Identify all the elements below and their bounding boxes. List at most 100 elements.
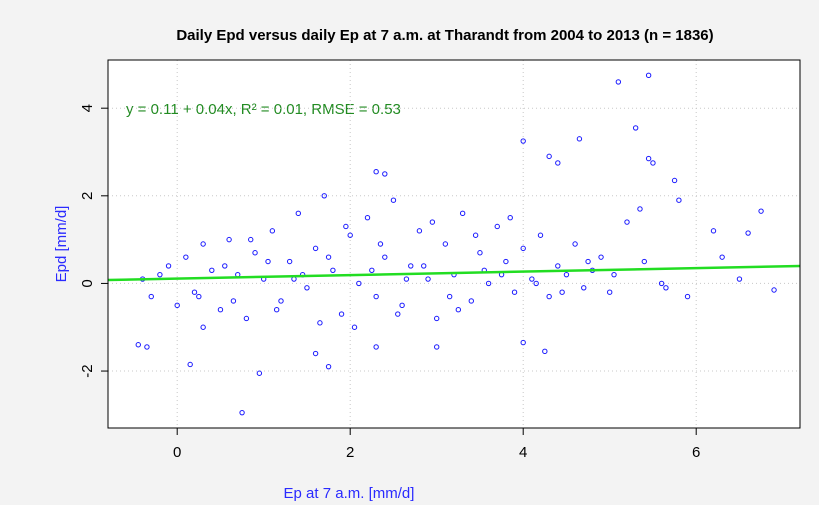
- point: [373, 293, 379, 300]
- point: [347, 232, 353, 238]
- point: [555, 160, 561, 166]
- chart-title: Daily Epd versus daily Ep at 7 a.m. at T…: [176, 27, 713, 44]
- point: [459, 210, 466, 217]
- point: [684, 293, 691, 300]
- point: [641, 258, 647, 265]
- point: [265, 258, 271, 265]
- x-tick-label: 0: [173, 444, 181, 461]
- point: [187, 361, 193, 368]
- point: [209, 267, 215, 273]
- point: [390, 197, 397, 203]
- point: [295, 210, 301, 217]
- point: [758, 208, 764, 214]
- point: [183, 254, 189, 260]
- point: [191, 289, 198, 295]
- point: [494, 223, 500, 230]
- point: [351, 324, 358, 330]
- point: [563, 271, 570, 278]
- point: [658, 280, 665, 287]
- point: [576, 136, 583, 142]
- point: [174, 302, 180, 309]
- point: [645, 72, 652, 79]
- point: [507, 215, 513, 221]
- point: [650, 160, 656, 166]
- point: [745, 230, 751, 236]
- point: [230, 298, 237, 304]
- point: [135, 342, 141, 348]
- point: [546, 153, 552, 160]
- point: [520, 245, 526, 252]
- point: [529, 276, 535, 282]
- point: [196, 293, 202, 300]
- y-tick-label: 4: [79, 104, 96, 112]
- point: [455, 307, 462, 313]
- axis-box: [107, 59, 801, 429]
- point: [429, 219, 436, 225]
- x-axis-label: Ep at 7 a.m. [mm/d]: [284, 485, 415, 502]
- point: [663, 285, 669, 291]
- point: [256, 370, 263, 376]
- fit-line: [107, 264, 801, 282]
- point: [477, 250, 483, 256]
- point: [278, 298, 284, 304]
- point: [533, 280, 539, 287]
- point: [144, 344, 150, 350]
- point: [434, 315, 440, 322]
- point: [325, 254, 332, 260]
- plot-area: [108, 60, 800, 428]
- x-tick-label: 2: [346, 444, 354, 461]
- x-tick-label: 4: [519, 444, 527, 461]
- point: [273, 307, 280, 313]
- point: [598, 254, 604, 260]
- point: [252, 250, 258, 256]
- point: [382, 254, 388, 260]
- point: [615, 79, 622, 85]
- point: [222, 263, 228, 269]
- point: [511, 289, 518, 295]
- point: [330, 267, 336, 273]
- point: [710, 228, 717, 234]
- point: [607, 289, 613, 295]
- point: [546, 293, 552, 300]
- point: [421, 263, 427, 269]
- point: [503, 258, 509, 265]
- point: [317, 320, 323, 326]
- y-axis-label: Epd [mm/d]: [53, 206, 70, 283]
- point: [373, 344, 379, 350]
- point: [165, 263, 172, 269]
- point: [343, 223, 349, 230]
- point: [676, 197, 682, 203]
- point: [611, 271, 617, 278]
- point: [559, 289, 565, 295]
- point: [542, 348, 548, 355]
- point: [572, 241, 578, 247]
- point: [312, 350, 319, 357]
- point: [239, 409, 245, 416]
- x-tick-label: 6: [692, 444, 700, 461]
- point: [425, 276, 431, 282]
- y-tick-label: -2: [79, 364, 96, 377]
- point: [585, 258, 591, 265]
- point: [468, 298, 474, 304]
- point: [364, 215, 371, 221]
- point: [148, 293, 154, 300]
- point: [377, 241, 384, 247]
- point: [399, 302, 405, 309]
- point: [416, 228, 423, 234]
- y-tick-label: 2: [79, 192, 96, 200]
- point: [382, 171, 388, 177]
- point: [408, 263, 414, 269]
- point: [373, 169, 379, 175]
- point: [217, 307, 224, 313]
- point: [403, 276, 410, 282]
- point: [286, 258, 293, 265]
- point: [485, 280, 492, 287]
- point: [520, 138, 526, 144]
- point: [269, 228, 276, 234]
- point: [369, 267, 375, 273]
- point: [446, 293, 453, 300]
- point: [637, 206, 643, 212]
- point: [226, 236, 232, 243]
